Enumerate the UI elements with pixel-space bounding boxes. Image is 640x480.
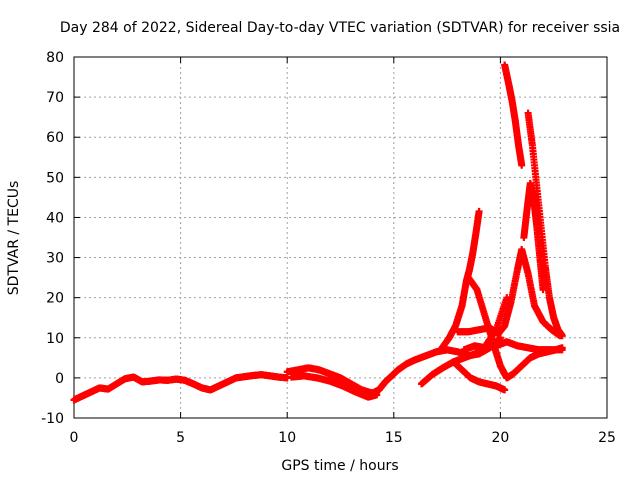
y-tick-label: 60: [46, 130, 64, 146]
x-tick-label: 15: [385, 430, 403, 446]
series-arc-12: [520, 179, 547, 294]
axis-ticks: [73, 56, 608, 419]
y-axis-label: SDTVAR / TECUs: [6, 181, 22, 296]
x-axis-label: GPS time / hours: [281, 458, 398, 474]
series-arc-9: [460, 338, 566, 354]
y-tick-label: 50: [46, 170, 64, 186]
tick-labels: 0 5 10 15 20 25 -10 0 10 20 30 40 50 60 70 80: [41, 50, 616, 446]
y-tick-label: 80: [46, 50, 64, 66]
y-tick-label: -10: [41, 411, 64, 427]
series-arc-1: [70, 371, 291, 404]
x-tick-label: 0: [70, 430, 79, 446]
data-point: [558, 332, 566, 340]
x-tick-label: 10: [278, 430, 296, 446]
data-points: [70, 61, 566, 404]
y-tick-label: 20: [46, 291, 64, 307]
y-tick-label: 10: [46, 331, 64, 347]
x-tick-label: 20: [491, 430, 509, 446]
x-tick-label: 5: [176, 430, 185, 446]
series-arc-3: [287, 372, 381, 401]
plot-frame-group: [73, 56, 608, 419]
data-point: [558, 346, 566, 354]
chart-title: Day 284 of 2022, Sidereal Day-to-day VTE…: [60, 20, 620, 36]
grid: [74, 57, 607, 418]
series-arc-10: [501, 61, 526, 169]
data-point: [501, 386, 509, 394]
y-tick-label: 70: [46, 90, 64, 106]
data-point: [373, 391, 381, 399]
data-point: [539, 286, 547, 294]
plot-frame: [73, 56, 608, 419]
y-tick-label: 0: [55, 371, 64, 387]
series-arc-8: [449, 358, 509, 394]
data-point: [475, 207, 483, 215]
y-tick-label: 40: [46, 210, 64, 226]
y-tick-label: 30: [46, 251, 64, 267]
x-tick-label: 25: [598, 430, 616, 446]
data-point: [518, 161, 526, 169]
